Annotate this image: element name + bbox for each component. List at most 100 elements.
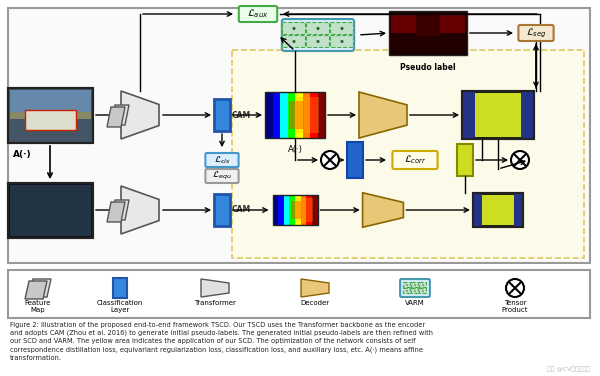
Bar <box>306 195 312 225</box>
Bar <box>473 193 523 227</box>
Bar <box>391 13 465 37</box>
Bar <box>462 91 534 139</box>
Polygon shape <box>107 107 125 127</box>
Bar <box>265 92 325 138</box>
Bar <box>301 195 306 225</box>
Bar <box>419 282 426 287</box>
Text: CAM: CAM <box>232 111 251 120</box>
Text: $\mathcal{L}_{aux}$: $\mathcal{L}_{aux}$ <box>247 8 269 20</box>
Bar <box>391 33 465 51</box>
Circle shape <box>511 151 529 169</box>
Bar <box>475 93 521 137</box>
Polygon shape <box>121 186 159 234</box>
Bar <box>214 194 230 226</box>
Bar <box>473 193 523 227</box>
Bar <box>272 92 280 138</box>
Bar <box>272 195 317 225</box>
Circle shape <box>316 27 320 30</box>
Bar <box>265 92 272 138</box>
Bar <box>473 193 482 227</box>
FancyBboxPatch shape <box>205 153 239 167</box>
Circle shape <box>292 27 296 30</box>
Bar <box>295 198 313 222</box>
Polygon shape <box>121 91 159 139</box>
Bar <box>284 195 289 225</box>
FancyBboxPatch shape <box>400 279 430 297</box>
Text: 知乎 @CV计算机视觉: 知乎 @CV计算机视觉 <box>547 366 590 372</box>
Text: Feature
Map: Feature Map <box>25 300 51 313</box>
Polygon shape <box>359 92 407 138</box>
Polygon shape <box>111 200 129 220</box>
Bar <box>306 35 329 47</box>
Text: Classification
Layer: Classification Layer <box>97 300 143 313</box>
Bar <box>282 35 305 47</box>
FancyBboxPatch shape <box>392 151 437 169</box>
Text: Decoder: Decoder <box>301 300 329 306</box>
Bar <box>411 282 418 287</box>
Bar <box>272 195 317 225</box>
Circle shape <box>414 284 416 286</box>
Polygon shape <box>25 281 47 299</box>
Bar <box>280 92 287 138</box>
Bar <box>113 278 127 298</box>
Bar <box>7 182 92 238</box>
Bar <box>521 91 534 139</box>
Polygon shape <box>111 105 129 125</box>
Text: A(·): A(·) <box>13 150 31 159</box>
Bar <box>330 35 353 47</box>
Circle shape <box>422 284 424 286</box>
Circle shape <box>414 290 416 292</box>
Bar <box>282 22 305 34</box>
Bar <box>289 195 295 225</box>
Circle shape <box>406 290 408 292</box>
Bar <box>25 109 76 130</box>
Bar <box>287 92 295 138</box>
FancyBboxPatch shape <box>239 6 277 22</box>
Text: $\mathcal{L}_{equ}$: $\mathcal{L}_{equ}$ <box>212 170 232 182</box>
Bar <box>514 193 523 227</box>
Text: Pseudo label: Pseudo label <box>400 63 456 72</box>
Text: Transformer: Transformer <box>194 300 236 306</box>
Bar <box>403 288 410 293</box>
Bar <box>411 288 418 293</box>
Bar <box>302 92 310 138</box>
Bar <box>10 112 91 118</box>
Bar <box>7 88 92 143</box>
Bar <box>462 91 475 139</box>
Bar <box>457 144 473 176</box>
FancyBboxPatch shape <box>205 169 239 183</box>
Bar <box>462 91 534 139</box>
Text: $\mathcal{L}_{cls}$: $\mathcal{L}_{cls}$ <box>214 154 230 166</box>
Circle shape <box>406 284 408 286</box>
Bar <box>10 185 91 235</box>
Text: Tensor
Product: Tensor Product <box>502 300 528 313</box>
Bar <box>330 22 353 34</box>
Text: $\mathcal{L}_{seg}$: $\mathcal{L}_{seg}$ <box>526 26 547 40</box>
Bar <box>7 182 92 238</box>
Circle shape <box>340 40 344 43</box>
Bar <box>10 89 91 112</box>
Bar <box>419 288 426 293</box>
Circle shape <box>321 151 339 169</box>
Circle shape <box>316 40 320 43</box>
Bar <box>8 270 590 318</box>
Bar <box>265 92 325 138</box>
Bar <box>312 195 317 225</box>
Bar <box>7 88 92 143</box>
Bar <box>295 92 302 138</box>
Bar <box>403 282 410 287</box>
Bar <box>295 97 319 133</box>
Text: CAM: CAM <box>232 206 251 214</box>
Bar <box>317 92 325 138</box>
Bar <box>290 201 302 219</box>
Bar <box>310 92 317 138</box>
FancyBboxPatch shape <box>518 25 554 41</box>
Polygon shape <box>301 279 329 297</box>
Circle shape <box>340 27 344 30</box>
Circle shape <box>422 290 424 292</box>
Circle shape <box>292 40 296 43</box>
Polygon shape <box>362 193 403 227</box>
Polygon shape <box>201 279 229 297</box>
Bar <box>347 142 363 178</box>
Text: Figure 2: Illustration of the proposed end-to-end framework TSCD. Our TSCD uses : Figure 2: Illustration of the proposed e… <box>10 322 433 361</box>
